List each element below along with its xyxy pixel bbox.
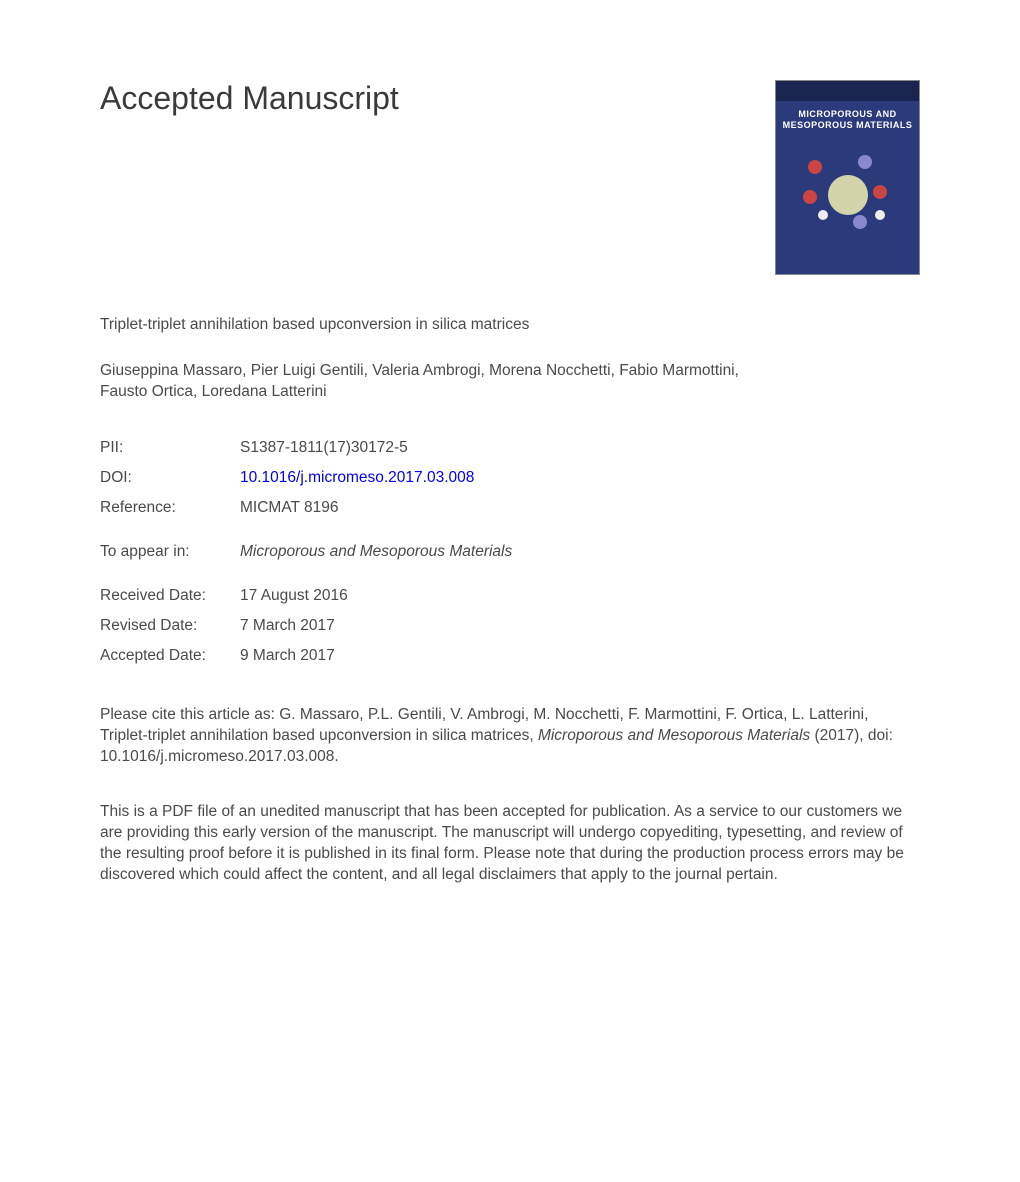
citation-journal: Microporous and Mesoporous Materials	[538, 727, 810, 744]
citation-text: Please cite this article as: G. Massaro,…	[100, 705, 920, 768]
meta-row-accepted: Accepted Date: 9 March 2017	[100, 647, 920, 665]
cover-journal-title: MICROPOROUS AND MESOPOROUS MATERIALS	[776, 101, 919, 135]
meta-row-revised: Revised Date: 7 March 2017	[100, 617, 920, 635]
meta-row-received: Received Date: 17 August 2016	[100, 587, 920, 605]
page-container: Accepted Manuscript MICROPOROUS AND MESO…	[0, 0, 1020, 945]
received-label: Received Date:	[100, 587, 240, 605]
meta-row-appear: To appear in: Microporous and Mesoporous…	[100, 543, 920, 561]
accepted-value: 9 March 2017	[240, 647, 335, 665]
reference-value: MICMAT 8196	[240, 499, 339, 517]
meta-row-reference: Reference: MICMAT 8196	[100, 499, 920, 517]
appear-label: To appear in:	[100, 543, 240, 561]
pii-label: PII:	[100, 439, 240, 457]
meta-row-doi: DOI: 10.1016/j.micromeso.2017.03.008	[100, 469, 920, 487]
doi-link[interactable]: 10.1016/j.micromeso.2017.03.008	[240, 469, 474, 487]
meta-row-pii: PII: S1387-1811(17)30172-5	[100, 439, 920, 457]
pii-value: S1387-1811(17)30172-5	[240, 439, 408, 457]
article-title: Triplet-triplet annihilation based upcon…	[100, 315, 920, 335]
received-value: 17 August 2016	[240, 587, 348, 605]
disclaimer-text: This is a PDF file of an unedited manusc…	[100, 802, 920, 886]
cover-artwork	[776, 135, 919, 255]
cover-topbar	[776, 81, 919, 101]
reference-label: Reference:	[100, 499, 240, 517]
revised-label: Revised Date:	[100, 617, 240, 635]
journal-cover-thumbnail: MICROPOROUS AND MESOPOROUS MATERIALS	[775, 80, 920, 275]
molecule-graphic	[803, 150, 893, 240]
accepted-label: Accepted Date:	[100, 647, 240, 665]
appear-value: Microporous and Mesoporous Materials	[240, 543, 512, 561]
metadata-table: PII: S1387-1811(17)30172-5 DOI: 10.1016/…	[100, 439, 920, 665]
header-row: Accepted Manuscript MICROPOROUS AND MESO…	[100, 80, 920, 275]
doi-label: DOI:	[100, 469, 240, 487]
authors-list: Giuseppina Massaro, Pier Luigi Gentili, …	[100, 361, 740, 403]
revised-value: 7 March 2017	[240, 617, 335, 635]
accepted-manuscript-heading: Accepted Manuscript	[100, 80, 399, 117]
